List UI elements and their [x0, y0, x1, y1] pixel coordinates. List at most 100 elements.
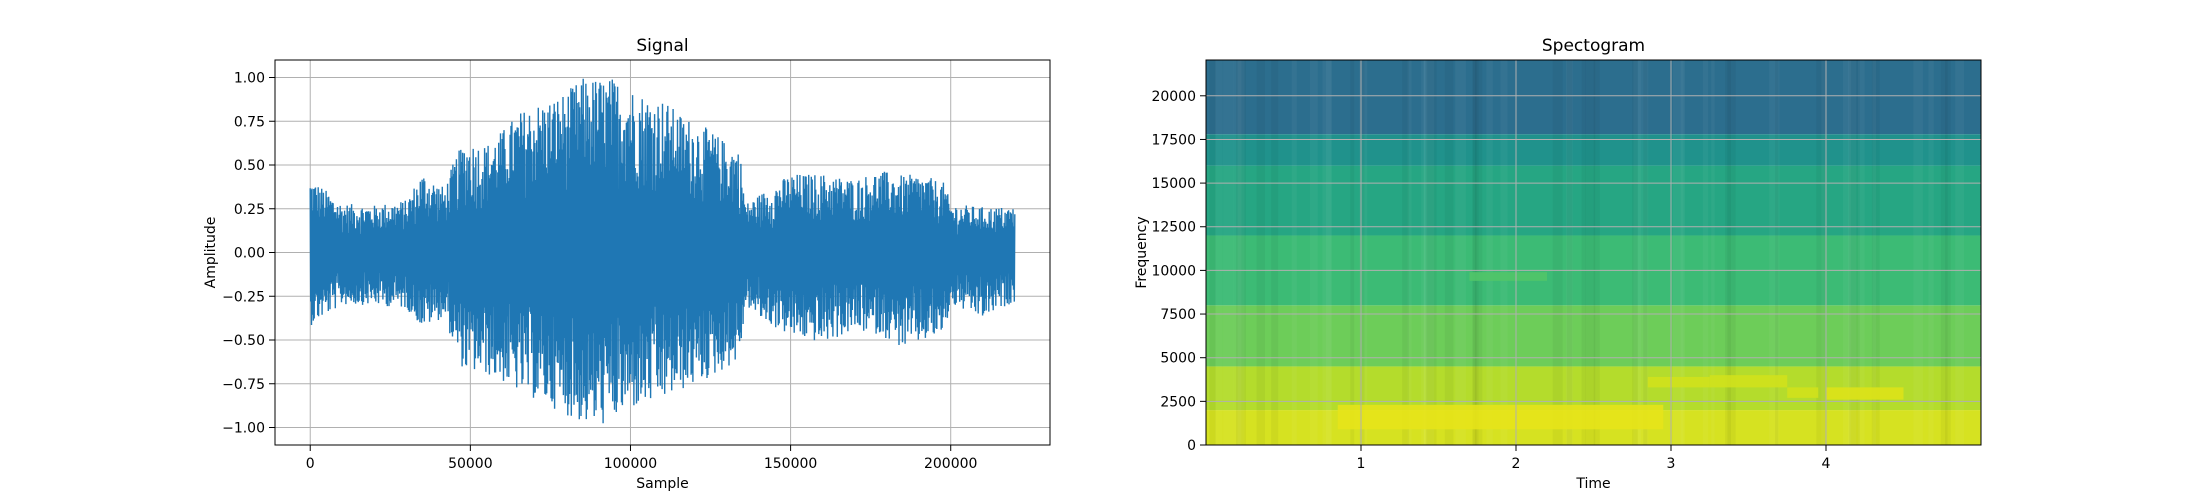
spectrogram-texture [1423, 60, 1435, 445]
spectrogram-texture [1702, 60, 1709, 445]
spectrogram-axes: Spectogram 1 2 3 4 0 2500 5000 7500 10000 12500 15… [1134, 36, 1982, 492]
spectrogram-ytick-label: 10000 [1151, 263, 1196, 279]
signal-axes: Signal 0 50000 100000 150000 2000001.000.750… [203, 36, 1051, 492]
spectrogram-texture [1565, 60, 1573, 445]
spectrogram-texture [1633, 60, 1641, 445]
spectrogram-texture [1209, 60, 1216, 445]
spectrogram-ylabel: Frequency [1134, 216, 1150, 288]
signal-ytick-label: −1.00 [222, 421, 265, 437]
spectrogram-texture [1271, 60, 1279, 445]
spectrogram-texture [1585, 60, 1596, 445]
spectrogram-texture [1872, 60, 1877, 445]
spectrogram-xtick-label: 1 [1357, 456, 1366, 472]
spectrogram-texture [1871, 60, 1880, 445]
spectrogram-texture [1455, 60, 1466, 445]
signal-ytick-label: 0.00 [234, 246, 265, 262]
signal-ytick-label: 1.00 [234, 71, 265, 87]
signal-ytick-label: −0.50 [222, 333, 265, 349]
signal-waveform [309, 78, 1016, 424]
spectrogram-texture [1672, 60, 1684, 445]
spectrogram-xtick-label: 2 [1512, 456, 1521, 472]
spectrogram-xtick-label: 4 [1822, 456, 1831, 472]
spectrogram-ytick-label: 15000 [1151, 176, 1196, 192]
spectrogram-ytick-label: 20000 [1151, 89, 1196, 105]
spectrogram-texture [1423, 60, 1428, 445]
spectrogram-texture [1486, 60, 1493, 445]
spectrogram-band [1206, 60, 1981, 135]
spectrogram-ytick-label: 0 [1187, 438, 1196, 454]
signal-ytick-label: −0.75 [222, 377, 265, 393]
signal-xtick-label: 100000 [604, 456, 657, 472]
spectrogram-ticks: 1 2 3 4 0 2500 5000 7500 10000 12500 15000 17500 200… [1151, 89, 1830, 472]
spectrogram-texture [1426, 60, 1437, 445]
signal-ytick-label: 0.25 [234, 202, 265, 218]
spectrogram-texture [1421, 60, 1426, 445]
spectrogram-texture [1474, 60, 1479, 445]
spectrogram-texture [1842, 60, 1852, 445]
signal-title: Signal [636, 36, 688, 56]
spectrogram-highlight [1337, 404, 1664, 430]
signal-xlabel: Sample [636, 476, 689, 492]
spectrogram-texture [1821, 60, 1826, 445]
spectrogram-grid [1206, 60, 1981, 446]
spectrogram-texture [1475, 60, 1483, 445]
spectrogram-texture [1632, 60, 1638, 445]
spectrogram-texture [1322, 60, 1332, 445]
spectrogram-texture [1236, 60, 1246, 445]
spectrogram-texture [1725, 60, 1732, 445]
signal-xtick-label: 150000 [764, 456, 817, 472]
spectrogram-texture [1233, 60, 1242, 445]
spectrogram-texture [1223, 60, 1234, 445]
spectrogram-texture [1407, 60, 1412, 445]
spectrogram-texture [1309, 60, 1318, 445]
spectrogram-texture [1849, 60, 1860, 445]
spectrogram-texture [1816, 60, 1826, 445]
spectrogram-xlabel: Time [1575, 476, 1610, 492]
spectrogram-highlight [1709, 375, 1788, 388]
spectrogram-texture [1325, 60, 1333, 445]
spectrogram-texture [1402, 60, 1410, 445]
spectrogram-texture [1472, 60, 1477, 445]
spectrogram-band [1206, 305, 1981, 367]
spectrogram-texture [1940, 60, 1948, 445]
spectrogram-texture [1913, 60, 1923, 445]
spectrogram-ytick-label: 2500 [1160, 394, 1196, 410]
spectrogram-texture [1769, 60, 1780, 445]
spectrogram-texture [1775, 60, 1779, 445]
spectrogram-texture [1359, 60, 1365, 445]
spectrogram-texture [1291, 60, 1297, 445]
signal-ytick-label: 0.75 [234, 114, 265, 130]
spectrogram-highlight [1469, 272, 1547, 281]
spectrogram-texture [1566, 60, 1573, 445]
signal-xtick-label: 0 [306, 456, 315, 472]
signal-xtick-label: 200000 [924, 456, 977, 472]
spectrogram-xtick-label: 3 [1667, 456, 1676, 472]
spectrogram-texture [1680, 60, 1685, 445]
signal-ylabel: Amplitude [203, 217, 219, 289]
spectrogram-plot-frame [1205, 59, 1982, 446]
spectrogram-texture [1444, 60, 1454, 445]
signal-ticks: 0 50000 100000 150000 200000 1.00 0.75 0.50 0.25… [222, 71, 977, 473]
spectrogram-texture [1928, 60, 1934, 445]
spectrogram-texture [1643, 60, 1648, 445]
spectrogram-texture [1727, 60, 1736, 445]
spectrogram-texture [1637, 60, 1649, 445]
spectrogram-texture [1955, 60, 1965, 445]
spectrogram-texture [1858, 60, 1865, 445]
spectrogram-ytick-label: 5000 [1160, 351, 1196, 367]
spectrogram-highlight [1787, 387, 1819, 398]
spectrogram-ytick-label: 12500 [1151, 220, 1196, 236]
spectrogram-texture [1593, 60, 1600, 445]
spectrogram-texture [1215, 60, 1223, 445]
spectrogram-texture [1256, 60, 1266, 445]
signal-ytick-label: −0.25 [222, 289, 265, 305]
spectrogram-highlight [1647, 376, 1710, 388]
spectrogram-texture [1500, 60, 1508, 445]
spectrogram-texture [1552, 60, 1563, 445]
spectrogram-texture [1711, 60, 1715, 445]
spectrogram-image [1206, 60, 1981, 445]
spectrogram-texture [1350, 60, 1355, 445]
spectrogram-title: Spectogram [1542, 36, 1645, 56]
spectrogram-texture [1848, 60, 1857, 445]
